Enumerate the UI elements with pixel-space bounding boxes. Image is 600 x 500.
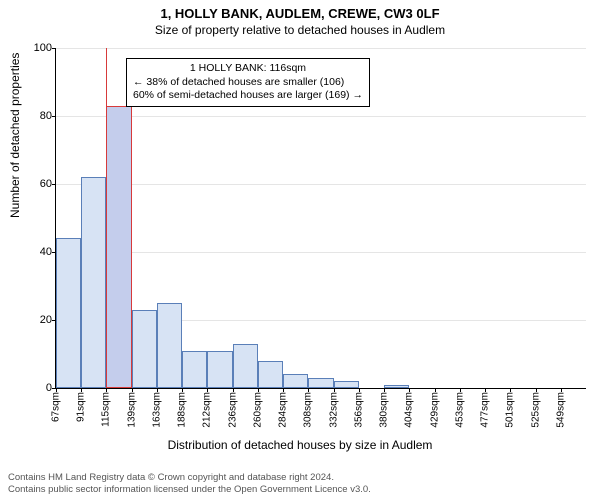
highlight-line [106,48,107,388]
y-tick: 100 [34,42,52,54]
x-tick: 67sqm [51,392,62,422]
x-tick: 260sqm [252,392,263,428]
footer-line2: Contains public sector information licen… [8,484,371,496]
plot-area: 02040608010067sqm91sqm115sqm139sqm163sqm… [55,48,586,389]
histogram-bar [81,177,106,388]
x-tick: 525sqm [530,392,541,428]
annotation-line3: 60% of semi-detached houses are larger (… [133,89,363,103]
x-tick: 477sqm [480,392,491,428]
footer: Contains HM Land Registry data © Crown c… [8,472,371,496]
annotation-line1: 1 HOLLY BANK: 116sqm [133,62,363,76]
y-tick: 40 [40,246,52,258]
x-tick: 139sqm [126,392,137,428]
x-tick: 549sqm [555,392,566,428]
histogram-bar [308,378,333,388]
x-tick: 163sqm [151,392,162,428]
chart-subtitle: Size of property relative to detached ho… [0,21,600,37]
histogram-bar [132,310,157,388]
histogram-bar [233,344,258,388]
x-tick: 284sqm [278,392,289,428]
annotation-line2: ← 38% of detached houses are smaller (10… [133,76,363,90]
x-tick: 453sqm [454,392,465,428]
histogram-bar [258,361,283,388]
x-tick: 115sqm [101,392,112,427]
histogram-bar [182,351,207,388]
x-tick: 236sqm [227,392,238,428]
y-axis-label: Number of detached properties [8,53,22,218]
histogram-bar [106,106,131,388]
histogram-bar [56,238,81,388]
x-tick: 501sqm [505,392,516,428]
histogram-bar [157,303,182,388]
chart-title: 1, HOLLY BANK, AUDLEM, CREWE, CW3 0LF [0,0,600,21]
x-axis-label: Distribution of detached houses by size … [0,438,600,452]
chart-container: 1, HOLLY BANK, AUDLEM, CREWE, CW3 0LF Si… [0,0,600,500]
footer-line1: Contains HM Land Registry data © Crown c… [8,472,371,484]
histogram-bar [384,385,409,388]
x-tick: 308sqm [303,392,314,428]
histogram-bar [334,381,359,388]
x-tick: 404sqm [404,392,415,428]
x-tick: 356sqm [353,392,364,428]
y-tick: 20 [40,314,52,326]
x-tick: 188sqm [177,392,188,428]
y-tick: 80 [40,110,52,122]
x-tick: 429sqm [429,392,440,428]
x-tick: 91sqm [76,392,87,422]
annotation-box: 1 HOLLY BANK: 116sqm ← 38% of detached h… [126,58,370,107]
x-tick: 332sqm [328,392,339,428]
x-tick: 380sqm [379,392,390,428]
histogram-bar [283,374,308,388]
x-tick: 212sqm [202,392,213,428]
histogram-bar [207,351,232,388]
y-tick: 60 [40,178,52,190]
